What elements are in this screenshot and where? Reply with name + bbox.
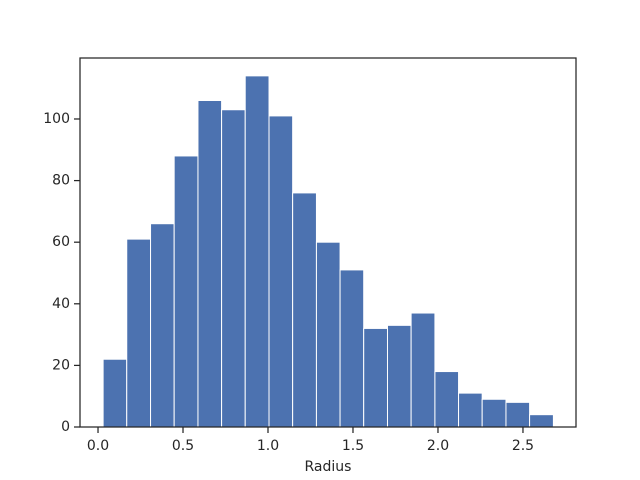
bar <box>363 327 388 428</box>
x-tick-label: 1.5 <box>342 438 364 454</box>
y-tick-label: 20 <box>52 357 70 373</box>
bar <box>221 109 246 428</box>
bar <box>126 238 152 428</box>
bar <box>386 324 412 428</box>
y-tick-label: 100 <box>43 111 70 127</box>
bar <box>434 371 460 428</box>
y-tick-label: 60 <box>52 234 70 250</box>
y-tick-label: 80 <box>52 173 70 189</box>
bar <box>244 75 270 428</box>
x-tick-label: 1.0 <box>257 438 279 454</box>
x-tick-label: 0.5 <box>172 438 194 454</box>
bar <box>481 398 507 428</box>
x-tick-label: 0.0 <box>87 438 109 454</box>
bar <box>292 192 317 428</box>
x-tick-label: 2.0 <box>427 438 449 454</box>
bar <box>458 392 483 428</box>
bar <box>173 155 199 428</box>
bar <box>268 115 294 428</box>
bar <box>102 358 128 428</box>
bar <box>505 401 531 428</box>
bar <box>529 414 554 428</box>
x-axis-label: Radius <box>305 459 352 475</box>
bar <box>339 269 365 428</box>
y-tick-label: 0 <box>61 419 70 435</box>
x-tick-label: 2.5 <box>512 438 534 454</box>
bar <box>410 312 436 428</box>
bar <box>315 241 341 428</box>
bar <box>150 223 175 428</box>
bar <box>197 100 223 428</box>
y-tick-label: 40 <box>52 296 70 312</box>
